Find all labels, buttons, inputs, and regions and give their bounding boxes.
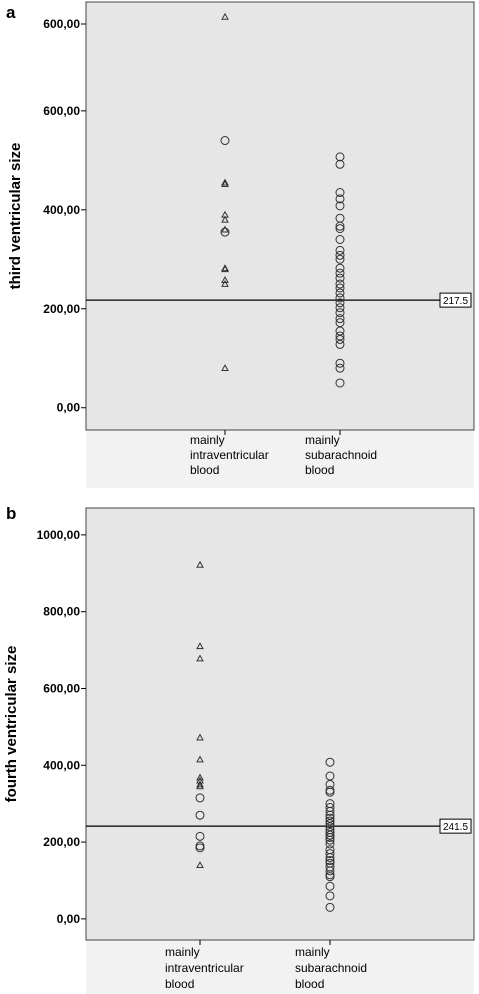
data-point-circle — [335, 378, 345, 388]
data-point-triangle — [221, 364, 229, 372]
data-point-circle — [195, 843, 205, 853]
data-point-triangle — [196, 755, 204, 763]
data-point-circle — [335, 221, 345, 231]
plot-area — [85, 507, 475, 941]
data-point-circle — [335, 358, 345, 368]
data-point-circle — [335, 273, 345, 283]
category-strip — [86, 940, 474, 994]
data-point-triangle — [221, 265, 229, 273]
data-point-circle — [335, 334, 345, 344]
y-tick-label: 800,00 — [43, 605, 80, 619]
data-point-circle — [325, 787, 335, 797]
data-point-circle — [335, 235, 345, 245]
data-point-circle — [220, 227, 230, 237]
category-label: mainly intraventricular blood — [165, 945, 244, 991]
data-point-circle — [325, 839, 335, 849]
y-tick-label: 200,00 — [43, 835, 80, 849]
data-point-circle — [335, 245, 345, 255]
data-point-triangle — [196, 773, 204, 781]
data-point-triangle — [221, 225, 229, 233]
data-point-circle — [335, 250, 345, 260]
data-point-circle — [325, 806, 335, 816]
data-point-circle — [325, 881, 335, 891]
y-tick-label-top: 600,00 — [43, 17, 80, 31]
data-point-circle — [335, 339, 345, 349]
data-point-triangle — [196, 642, 204, 650]
y-tick-label: 0,00 — [57, 401, 81, 415]
data-point-circle — [335, 308, 345, 318]
data-point-circle — [195, 793, 205, 803]
data-point-circle — [325, 866, 335, 876]
y-tick-label: 400,00 — [43, 758, 80, 772]
y-tick-label: 600,00 — [43, 104, 80, 118]
data-point-circle — [335, 263, 345, 273]
data-point-triangle — [196, 560, 204, 568]
y-axis-title: third ventricular size — [7, 143, 24, 290]
data-point-circle — [335, 283, 345, 293]
data-point-circle — [325, 902, 335, 912]
data-point-circle — [335, 254, 345, 264]
category-label: mainly subarachnoid blood — [295, 945, 367, 991]
category-label: mainly intraventricular blood — [190, 433, 269, 477]
reference-label-box — [439, 818, 472, 834]
data-point-circle — [195, 831, 205, 841]
data-point-circle — [335, 187, 345, 197]
data-point-circle — [325, 757, 335, 767]
reference-label: 217.5 — [443, 296, 468, 307]
category-label: mainly subarachnoid blood — [305, 433, 377, 477]
category-strip — [86, 430, 474, 488]
panel-letter: a — [6, 3, 16, 22]
reference-label: 241.5 — [443, 822, 468, 833]
data-point-circle — [335, 288, 345, 298]
y-axis-title: fourth ventricular size — [3, 646, 20, 803]
data-point-circle — [325, 835, 335, 845]
y-tick-label: 1000,00 — [37, 528, 81, 542]
data-point-circle — [335, 303, 345, 313]
data-point-triangle — [221, 12, 229, 20]
data-point-circle — [325, 852, 335, 862]
data-point-circle — [335, 201, 345, 211]
data-point-triangle — [196, 780, 204, 788]
data-point-circle — [325, 819, 335, 829]
data-point-circle — [335, 363, 345, 373]
data-point-triangle — [221, 180, 229, 187]
y-tick-label: 400,00 — [43, 203, 80, 217]
data-point-circle — [335, 314, 345, 324]
data-point-triangle — [221, 280, 229, 287]
data-point-circle — [325, 856, 335, 866]
y-tick-label: 0,00 — [57, 912, 81, 926]
data-point-triangle — [221, 215, 229, 223]
panel-b: b 0,00 200,00 400,00 600,00 800,00 1000,00 four… — [3, 504, 475, 994]
data-point-circle — [335, 194, 345, 204]
data-point-circle — [335, 279, 345, 289]
data-point-circle — [335, 224, 345, 234]
data-point-triangle — [221, 276, 229, 283]
plot-area — [85, 1, 475, 431]
data-point-circle — [335, 268, 345, 278]
data-point-triangle — [196, 782, 204, 790]
data-point-circle — [325, 832, 335, 842]
data-point-triangle — [196, 654, 204, 662]
y-tick-label: 200,00 — [43, 302, 80, 316]
panel-a: a 0,00 200,00 400,00 600,00 600,00 third ventr… — [6, 1, 475, 488]
data-point-triangle — [221, 178, 229, 186]
data-point-circle — [195, 810, 205, 820]
reference-label-box — [439, 292, 472, 308]
data-point-circle — [325, 849, 335, 859]
data-point-circle — [335, 152, 345, 162]
data-point-circle — [335, 298, 345, 308]
panel-letter: b — [6, 504, 16, 523]
data-point-triangle — [196, 861, 204, 869]
data-point-circle — [325, 830, 335, 840]
data-point-circle — [335, 293, 345, 303]
data-point-circle — [325, 891, 335, 901]
data-point-circle — [325, 816, 335, 826]
data-point-triangle — [196, 733, 204, 741]
data-point-circle — [325, 872, 335, 882]
y-tick-label: 600,00 — [43, 681, 80, 695]
data-point-circle — [220, 136, 230, 146]
data-point-circle — [335, 159, 345, 169]
